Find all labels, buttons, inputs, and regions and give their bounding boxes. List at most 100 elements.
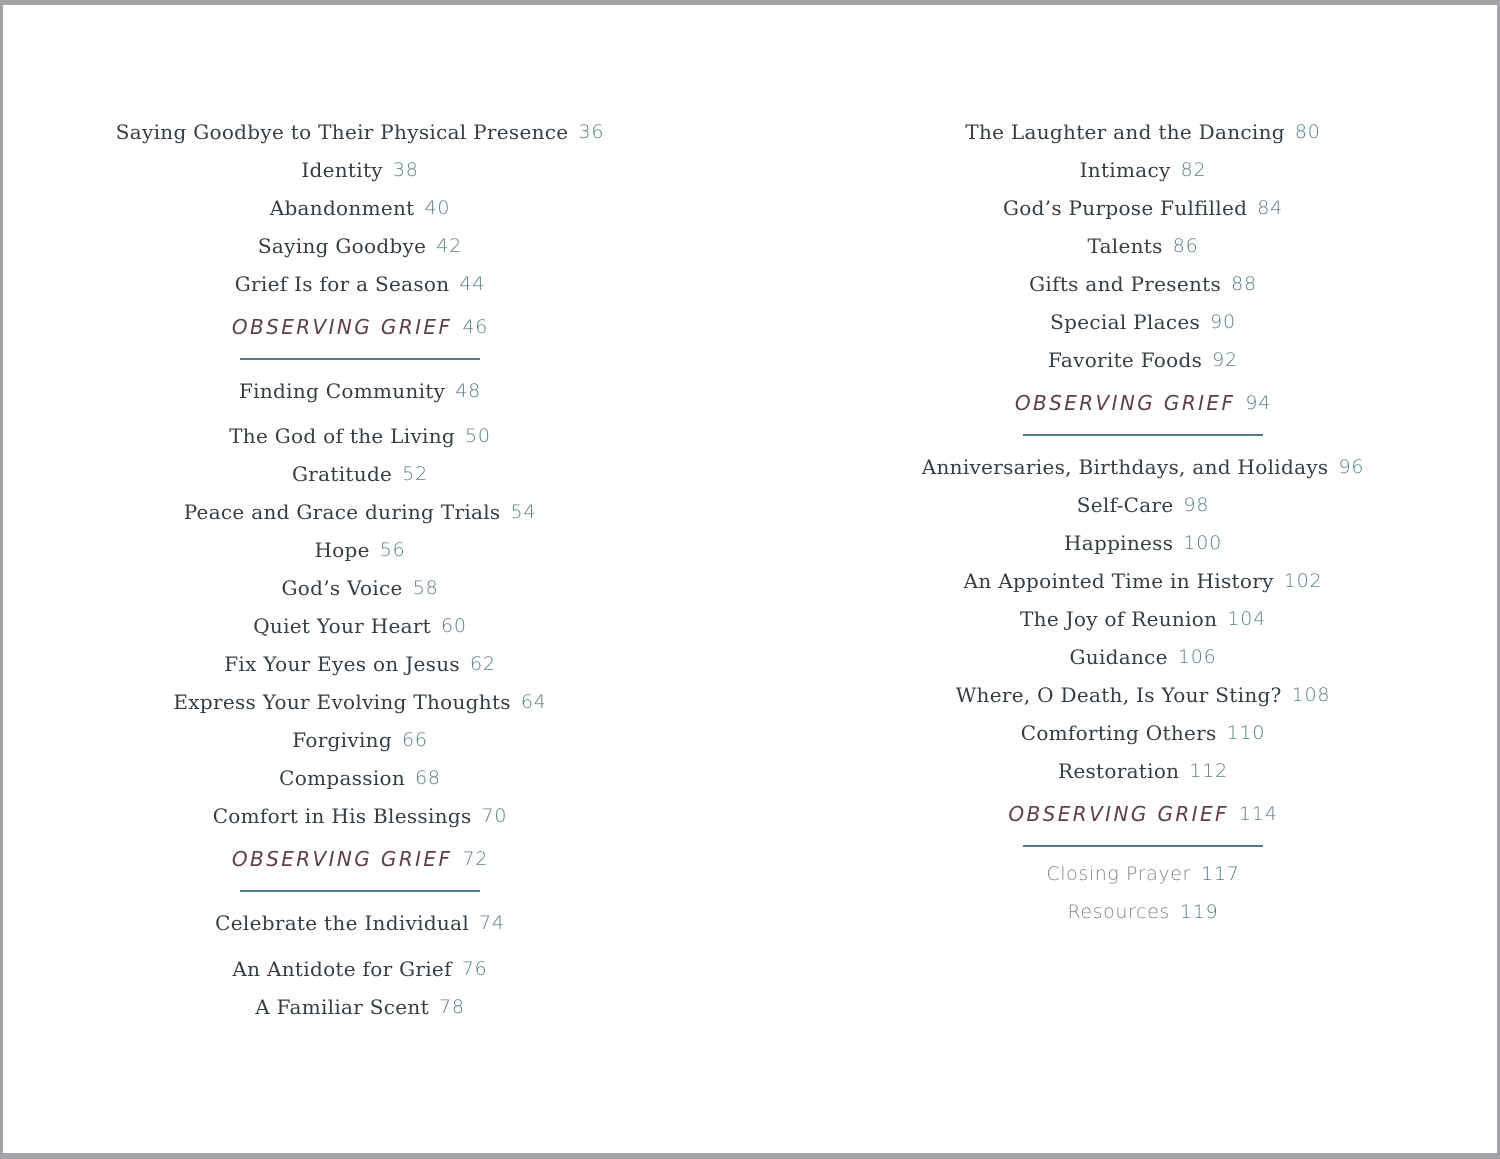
- toc-entry-label: An Antidote for Grief: [232, 957, 452, 981]
- toc-entry: Fix Your Eyes on Jesus 62: [70, 645, 650, 683]
- toc-entry-label: Saying Goodbye: [257, 234, 427, 258]
- toc-entry: Resources 119: [853, 893, 1433, 931]
- toc-entry: Abandonment 40: [70, 189, 650, 227]
- toc-entry-label: Favorite Foods: [1048, 348, 1203, 372]
- divider-line: [240, 890, 480, 892]
- toc-entry: A Familiar Scent 78: [70, 988, 650, 1026]
- toc-entry-page-number: 38: [392, 159, 419, 181]
- toc-entry-page-number: 119: [1179, 901, 1219, 923]
- toc-entry-label: Gratitude: [292, 462, 393, 486]
- section-divider: [853, 422, 1433, 448]
- toc-entry-label: The Joy of Reunion: [1020, 607, 1218, 631]
- toc-entry: Grief Is for a Season 44: [70, 265, 650, 303]
- toc-entry-label: Quiet Your Heart: [253, 614, 432, 638]
- toc-entry-page-number: 46: [462, 316, 489, 338]
- toc-entry-page-number: 74: [479, 912, 505, 934]
- toc-entry-page-number: 36: [578, 121, 605, 143]
- toc-entry: God’s Voice 58: [70, 569, 650, 607]
- toc-entry-page-number: 90: [1210, 311, 1236, 333]
- toc-entry: Restoration 112: [853, 752, 1433, 790]
- toc-entry: Saying Goodbye to Their Physical Presenc…: [70, 113, 650, 151]
- toc-entry: Comforting Others 110: [853, 714, 1433, 752]
- toc-entry: Peace and Grace during Trials 54: [70, 493, 650, 531]
- toc-entry-page-number: 54: [510, 501, 537, 523]
- toc-entry-page-number: 68: [415, 767, 441, 789]
- toc-entry: Celebrate the Individual 74: [70, 904, 650, 942]
- toc-entry-label: Guidance: [1069, 645, 1168, 669]
- toc-entry-label: Finding Community: [238, 379, 446, 403]
- toc-entry-page-number: 72: [462, 848, 489, 870]
- toc-entry: Self-Care 98: [853, 486, 1433, 524]
- toc-entry: Intimacy 82: [853, 151, 1433, 189]
- toc-entry-label: Saying Goodbye to Their Physical Presenc…: [115, 120, 569, 144]
- toc-entry-page-number: 88: [1231, 273, 1257, 295]
- toc-entry-label: Where, O Death, Is Your Sting?: [955, 683, 1282, 707]
- toc-entry: Compassion 68: [70, 759, 650, 797]
- toc-entry: Express Your Evolving Thoughts 64: [70, 683, 650, 721]
- toc-entry: An Appointed Time in History 102: [853, 562, 1433, 600]
- toc-entry: Gifts and Presents 88: [853, 265, 1433, 303]
- toc-entry-page-number: 117: [1200, 863, 1240, 885]
- toc-entry: The Joy of Reunion 104: [853, 600, 1433, 638]
- divider-line: [1023, 434, 1263, 436]
- toc-entry-page-number: 104: [1227, 608, 1266, 630]
- toc-section-label: OBSERVING GRIEF: [231, 847, 453, 871]
- toc-entry-label: Hope: [314, 538, 370, 562]
- toc-entry: Finding Community 48: [70, 372, 650, 410]
- toc-entry-label: God’s Voice: [281, 576, 403, 600]
- toc-entry-label: Identity: [301, 158, 383, 182]
- toc-entry-page-number: 82: [1180, 159, 1207, 181]
- toc-entry: Comfort in His Blessings 70: [70, 797, 650, 835]
- toc-entry-page-number: 50: [465, 425, 491, 447]
- section-divider: [70, 878, 650, 904]
- toc-entry-page-number: 62: [469, 653, 496, 675]
- toc-entry: Gratitude 52: [70, 455, 650, 493]
- toc-entry-label: Grief Is for a Season: [234, 272, 450, 296]
- toc-entry-label: Special Places: [1050, 310, 1201, 334]
- toc-entry-label: Intimacy: [1079, 158, 1171, 182]
- toc-entry-label: Happiness: [1064, 531, 1174, 555]
- toc-entry-page-number: 64: [520, 691, 547, 713]
- divider-line: [1023, 845, 1263, 847]
- toc-entry-page-number: 42: [436, 235, 463, 257]
- toc-section-label: OBSERVING GRIEF: [1008, 802, 1229, 826]
- toc-entry-page-number: 44: [459, 273, 486, 295]
- toc-entry-label: Forgiving: [292, 728, 392, 752]
- toc-entry-label: Comforting Others: [1020, 721, 1217, 745]
- toc-section-label: OBSERVING GRIEF: [1014, 391, 1236, 415]
- toc-entry-label: Talents: [1087, 234, 1163, 258]
- toc-entry-label: The Laughter and the Dancing: [965, 120, 1285, 144]
- toc-entry-page-number: 108: [1291, 684, 1331, 706]
- toc-section-label: OBSERVING GRIEF: [231, 315, 453, 339]
- toc-column-right: The Laughter and the Dancing 80 Intimacy 82…: [853, 113, 1433, 931]
- toc-entry-label: Express Your Evolving Thoughts: [173, 690, 511, 714]
- toc-entry: Special Places 90: [853, 303, 1433, 341]
- toc-section-heading: OBSERVING GRIEF 46: [70, 308, 650, 346]
- toc-entry-page-number: 102: [1283, 570, 1323, 592]
- toc-entry-label: Comfort in His Blessings: [212, 804, 472, 828]
- toc-entry: Talents 86: [853, 227, 1433, 265]
- section-divider: [70, 346, 650, 372]
- toc-entry: Saying Goodbye 42: [70, 227, 650, 265]
- toc-entry-page-number: 78: [438, 996, 465, 1018]
- toc-entry: The God of the Living 50: [70, 417, 650, 455]
- toc-entry-label: Closing Prayer: [1046, 863, 1191, 885]
- toc-entry-page-number: 84: [1257, 197, 1284, 219]
- toc-entry-label: Anniversaries, Birthdays, and Holidays: [921, 455, 1329, 479]
- toc-entry-page-number: 112: [1189, 760, 1229, 782]
- divider-line: [240, 358, 480, 360]
- toc-entry-label: Self-Care: [1076, 493, 1174, 517]
- toc-entry-page-number: 114: [1238, 803, 1278, 825]
- toc-entry-label: Abandonment: [269, 196, 415, 220]
- toc-entry: Where, O Death, Is Your Sting? 108: [853, 676, 1433, 714]
- toc-entry-label: Restoration: [1057, 759, 1180, 783]
- toc-section-heading: OBSERVING GRIEF 94: [853, 384, 1433, 422]
- toc-entry: God’s Purpose Fulfilled 84: [853, 189, 1433, 227]
- toc-entry-page-number: 60: [441, 615, 467, 637]
- toc-entry-label: Resources: [1067, 901, 1170, 923]
- toc-entry-page-number: 86: [1172, 235, 1199, 257]
- toc-section-heading: OBSERVING GRIEF 72: [70, 840, 650, 878]
- toc-entry-label: The God of the Living: [229, 424, 456, 448]
- toc-entry-label: Celebrate the Individual: [215, 911, 470, 935]
